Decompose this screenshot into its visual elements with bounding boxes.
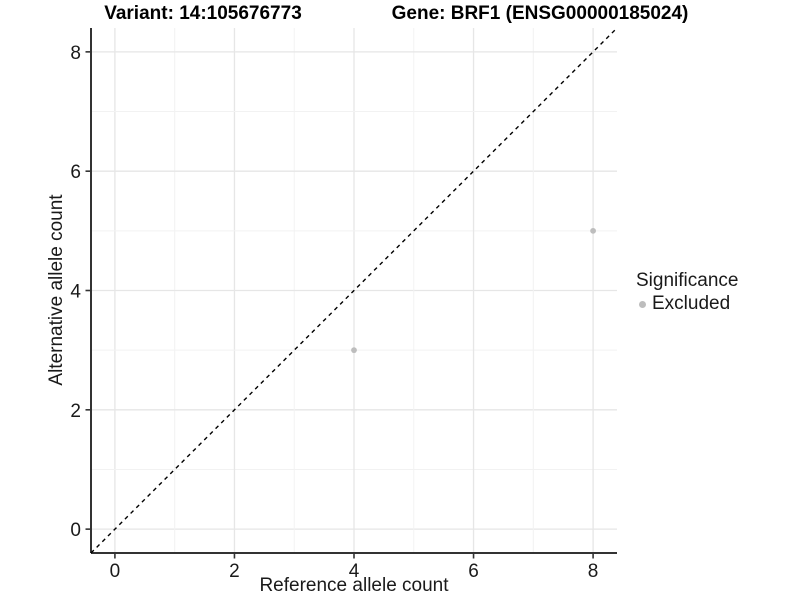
x-tick-label: 6 [468, 561, 479, 582]
x-tick-label: 4 [349, 561, 360, 582]
identity-reference-line [90, 27, 618, 554]
x-tick-label: 8 [588, 561, 599, 582]
data-point [590, 227, 596, 234]
y-axis-title: Alternative allele count [46, 194, 67, 386]
y-tick-label: 8 [70, 43, 81, 64]
x-axis-title: Reference allele count [259, 575, 449, 596]
legend-entry: Excluded [636, 293, 738, 315]
y-tick-label: 0 [70, 520, 81, 541]
x-tick-label: 2 [229, 561, 240, 582]
y-tick-label: 2 [70, 401, 81, 422]
x-tick-label: 0 [110, 561, 121, 582]
y-tick-label: 4 [70, 282, 81, 303]
plot-title-variant: Variant: 14:105676773 [104, 3, 302, 24]
y-tick-label: 6 [70, 162, 81, 183]
data-point [351, 347, 357, 354]
legend: Significance Excluded [636, 270, 738, 315]
legend-key-dot-icon [639, 300, 646, 308]
legend-title: Significance [636, 270, 739, 291]
plot-title-gene: Gene: BRF1 (ENSG00000185024) [391, 3, 689, 24]
legend-entry-label: Excluded [652, 293, 731, 314]
